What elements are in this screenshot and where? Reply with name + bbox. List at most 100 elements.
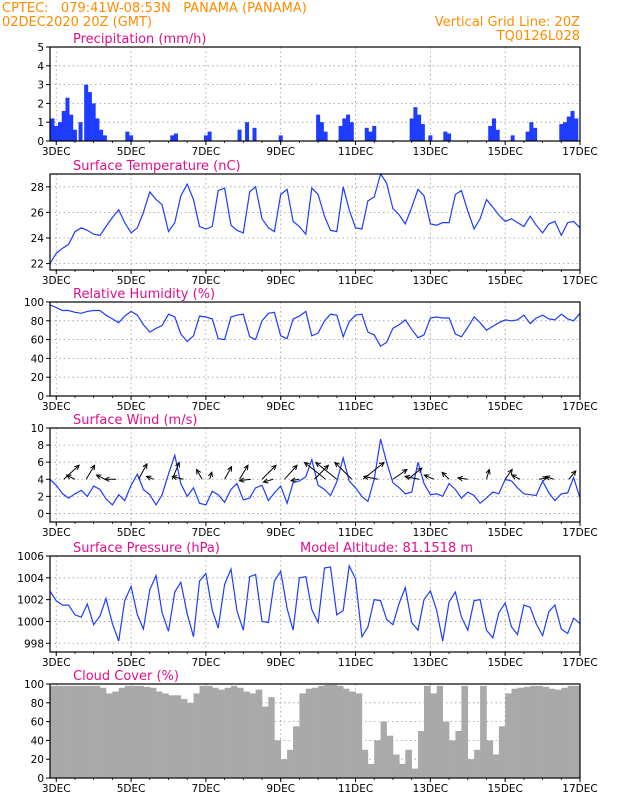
- xtick-label-temp: 3DEC: [42, 275, 71, 287]
- panel-pressure: Surface Pressure (hPa) Model Altitude: 81…: [17, 541, 597, 669]
- wind-arrow-head: [510, 474, 517, 480]
- xtick-label-temp: 15DEC: [487, 275, 522, 287]
- precip-bar: [323, 131, 328, 141]
- precip-bar: [488, 125, 493, 141]
- precip-bar: [413, 107, 418, 141]
- xtick-label-pressure: 15DEC: [487, 657, 522, 669]
- panel-frame-wind: [49, 427, 581, 523]
- wind-arrow-head: [103, 476, 110, 482]
- cloud-column: [467, 759, 475, 778]
- cloud-column: [449, 740, 456, 778]
- precip-bar: [252, 127, 257, 141]
- ytick-label-temp: 28: [31, 182, 44, 194]
- precip-bar: [533, 127, 538, 141]
- precip-bar: [203, 135, 208, 141]
- wind-arrow-head: [238, 477, 245, 483]
- panel-frame-precip: [49, 46, 581, 142]
- xtick-label-rh: 13DEC: [413, 401, 448, 413]
- cloud-column: [517, 687, 525, 778]
- xtick-label-precip: 17DEC: [562, 146, 597, 158]
- ytick-label-cloud: 20: [31, 754, 44, 766]
- cloud-column: [74, 685, 82, 778]
- cloud-column: [280, 759, 288, 778]
- wind-arrow: [392, 469, 408, 480]
- cloud-column: [399, 763, 406, 778]
- cloud-column: [374, 740, 381, 778]
- ytick-label-pressure: 1002: [17, 595, 44, 607]
- cloud-column: [137, 685, 144, 778]
- xtick-label-temp: 11DEC: [338, 275, 373, 287]
- wind-arrow: [334, 462, 353, 480]
- ytick-label-rh: 80: [31, 316, 44, 328]
- xtick-label-cloud: 7DEC: [192, 783, 221, 795]
- cloud-column: [367, 763, 375, 778]
- xtick-label-precip: 5DEC: [117, 146, 146, 158]
- xtick-label-precip: 11DEC: [338, 146, 373, 158]
- wind-arrow: [224, 466, 233, 480]
- cloud-column: [212, 687, 219, 778]
- xtick-label-wind: 5DEC: [117, 527, 146, 539]
- cloud-column: [523, 686, 531, 778]
- wind-arrow-head: [195, 468, 201, 475]
- ytick-label-precip: 1: [37, 117, 44, 129]
- wind-arrow-head: [323, 464, 330, 471]
- precip-bar: [342, 118, 347, 141]
- ytick-label-pressure: 1000: [17, 616, 44, 628]
- precip-bar: [570, 110, 575, 141]
- xtick-label-wind: 3DEC: [42, 527, 71, 539]
- precip-bar: [207, 131, 212, 141]
- ytick-label-rh: 20: [31, 372, 44, 384]
- xtick-label-rh: 17DEC: [562, 401, 597, 413]
- precip-bar: [237, 129, 242, 141]
- cloud-column: [474, 749, 481, 778]
- cloud-column: [262, 706, 269, 778]
- precip-bar: [245, 122, 250, 141]
- wind-arrow-head: [271, 464, 277, 471]
- cloud-column: [49, 685, 57, 778]
- xtick-label-temp: 17DEC: [562, 275, 597, 287]
- ytick-label-precip: 4: [37, 61, 44, 73]
- cloud-column: [187, 702, 194, 778]
- ytick-label-rh: 60: [31, 335, 44, 347]
- cloud-column: [174, 695, 182, 778]
- wind-arrow: [485, 469, 490, 480]
- wind-arrow-head: [404, 474, 411, 480]
- ytick-label-precip: 5: [37, 42, 44, 54]
- panel-title-pressure: Surface Pressure (hPa): [73, 541, 220, 556]
- series-line-pressure: [49, 563, 581, 642]
- cloud-column: [380, 721, 387, 778]
- cloud-column: [430, 693, 438, 778]
- cloud-column: [423, 685, 431, 778]
- cloud-column: [386, 735, 394, 778]
- precip-bar: [566, 116, 571, 141]
- precip-bar: [563, 122, 568, 141]
- cloud-column: [243, 691, 250, 778]
- ytick-label-temp: 24: [31, 233, 45, 245]
- wind-arrow: [146, 476, 154, 480]
- wind-arrow-head: [423, 474, 430, 480]
- header-model-id: TQ0126L028: [496, 29, 580, 44]
- cloud-column: [561, 687, 568, 778]
- wind-arrow-head: [571, 469, 577, 476]
- xtick-label-precip: 13DEC: [413, 146, 448, 158]
- wind-arrow: [457, 477, 468, 480]
- xtick-label-rh: 11DEC: [338, 401, 373, 413]
- xtick-label-pressure: 17DEC: [562, 657, 597, 669]
- precip-bar: [102, 135, 107, 141]
- wind-arrow-head: [289, 477, 296, 483]
- precip-bar: [99, 129, 104, 141]
- ytick-label-cloud: 100: [24, 679, 44, 691]
- xtick-label-temp: 13DEC: [413, 275, 448, 287]
- cloud-column: [274, 740, 282, 778]
- xtick-label-cloud: 11DEC: [338, 783, 373, 795]
- precip-bar: [91, 103, 96, 141]
- precip-bar: [346, 114, 351, 141]
- wind-arrow: [209, 472, 213, 480]
- wind-arrow: [545, 475, 554, 480]
- cloud-column: [411, 768, 419, 778]
- cloud-column: [330, 684, 338, 778]
- wind-arrow: [96, 474, 106, 480]
- cloud-column: [361, 749, 369, 778]
- cloud-column: [156, 691, 163, 778]
- wind-arrow-head: [207, 471, 214, 478]
